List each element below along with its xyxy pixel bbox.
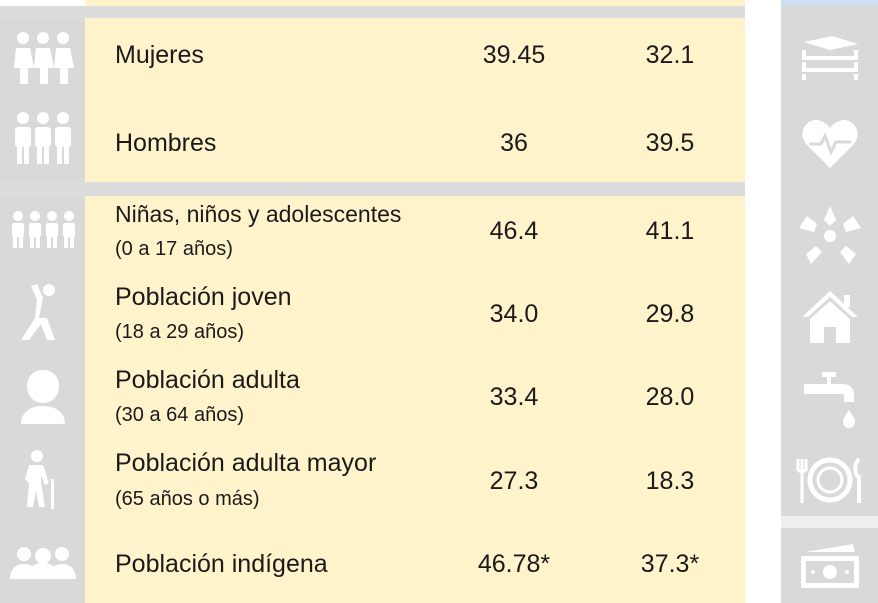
plate-cutlery-icon — [781, 450, 878, 510]
right-icon-column — [781, 6, 878, 516]
money-icon — [781, 536, 878, 596]
value-2: 39.5 — [645, 129, 695, 157]
row-mujeres: Mujeres 39.45 32.1 Hombres 36 39.5 — [85, 18, 745, 182]
row-label: Población joven — [115, 283, 292, 311]
value-1: 36 — [500, 129, 528, 157]
row-sublabel: (30 a 64 años) — [115, 404, 244, 426]
value-1: 33.4 — [489, 383, 539, 411]
women-group-icon — [0, 28, 85, 88]
value-2: 28.0 — [645, 383, 695, 411]
row-sublabel: (18 a 29 años) — [115, 321, 244, 343]
indigenous-group-icon — [0, 540, 85, 584]
value-1: 39.45 — [482, 41, 546, 69]
adult-person-icon — [0, 366, 85, 426]
faucet-icon — [781, 368, 878, 432]
row-label: Población adulta — [115, 366, 300, 394]
value-1: 34.0 — [489, 300, 539, 328]
row-sublabel: (0 a 17 años) — [115, 238, 233, 260]
children-icon — [0, 205, 85, 255]
row-label: Hombres — [115, 129, 217, 157]
value-1: 27.3 — [489, 467, 539, 495]
row-sublabel: (65 años o más) — [115, 488, 260, 510]
value-2: 32.1 — [645, 41, 695, 69]
hands-circle-icon — [781, 200, 878, 270]
row-label: Población indígena — [115, 550, 328, 578]
value-1: 46.4 — [489, 217, 539, 245]
value-1: 46.78* — [477, 550, 551, 578]
young-person-icon — [0, 280, 85, 344]
value-2: 37.3* — [640, 550, 700, 578]
value-2: 41.1 — [645, 217, 695, 245]
men-group-icon — [0, 108, 85, 168]
heart-pulse-icon — [781, 112, 878, 176]
row-label: Mujeres — [115, 41, 204, 69]
elderly-person-icon — [0, 448, 85, 510]
value-2: 18.3 — [645, 467, 695, 495]
house-icon — [781, 284, 878, 348]
row-label: Población adulta mayor — [115, 449, 377, 477]
row-label: Niñas, niños y adolescentes — [115, 201, 402, 227]
row-group-ages: Niñas, niños y adolescentes (0 a 17 años… — [85, 196, 745, 603]
value-2: 29.8 — [645, 300, 695, 328]
books-icon — [781, 28, 878, 92]
icon-column — [0, 18, 85, 182]
